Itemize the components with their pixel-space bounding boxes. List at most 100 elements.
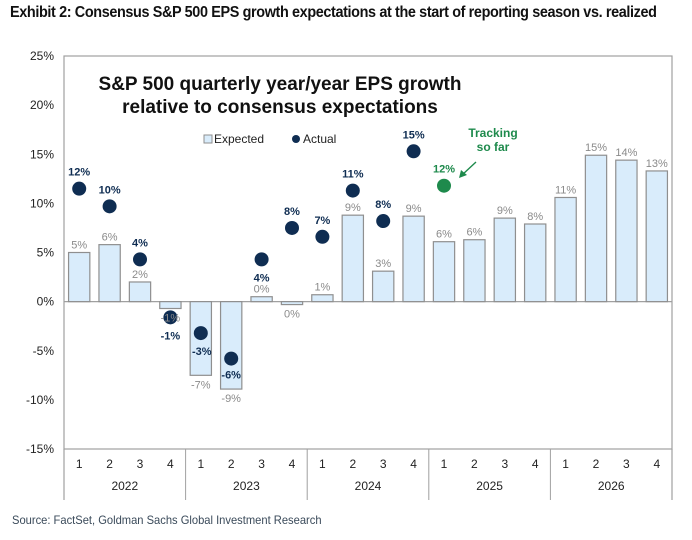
x-tick-year: 2026 bbox=[598, 479, 625, 493]
expected-label: 13% bbox=[646, 158, 668, 170]
expected-bar bbox=[341, 214, 365, 303]
y-tick-label: -10% bbox=[26, 393, 54, 407]
actual-label: 7% bbox=[314, 215, 330, 227]
chart-title-group: S&P 500 quarterly year/year EPS growth r… bbox=[99, 74, 462, 118]
expected-bar bbox=[67, 251, 91, 303]
actual-label: 11% bbox=[342, 169, 364, 181]
expected-label: 2% bbox=[132, 269, 148, 281]
x-tick-quarter: 3 bbox=[623, 457, 630, 471]
actual-dot bbox=[193, 326, 208, 341]
expected-bar bbox=[645, 170, 669, 303]
x-tick-quarter: 1 bbox=[76, 457, 83, 471]
x-tick-quarter: 4 bbox=[532, 457, 539, 471]
plot-frame bbox=[63, 55, 673, 450]
expected-label: 6% bbox=[102, 232, 118, 244]
actual-label: 10% bbox=[99, 184, 121, 196]
x-tick-quarter: 2 bbox=[593, 457, 600, 471]
legend-actual-marker bbox=[292, 135, 300, 143]
x-tick-quarter: 1 bbox=[441, 457, 448, 471]
actual-dot bbox=[102, 199, 117, 214]
expected-bar bbox=[554, 196, 577, 303]
actual-dot bbox=[224, 351, 239, 366]
actual-label: -3% bbox=[192, 346, 212, 358]
x-tick-quarter: 2 bbox=[349, 457, 356, 471]
y-tick-label: 10% bbox=[30, 196, 54, 210]
x-tick-quarter: 4 bbox=[289, 457, 296, 471]
expected-bar bbox=[615, 159, 638, 303]
x-tick-quarter: 1 bbox=[319, 457, 326, 471]
expected-bar bbox=[250, 296, 273, 303]
x-tick-quarter: 3 bbox=[501, 457, 508, 471]
annotation-arrow-head bbox=[459, 170, 467, 178]
expected-label: -9% bbox=[221, 393, 241, 405]
x-tick-quarter: 4 bbox=[410, 457, 417, 471]
expected-label: 15% bbox=[585, 142, 607, 154]
tracking-label: 12% bbox=[433, 164, 455, 176]
expected-label: 11% bbox=[555, 184, 576, 196]
expected-label: 9% bbox=[497, 205, 513, 217]
y-tick-label: 20% bbox=[30, 98, 54, 112]
actual-label: 4% bbox=[132, 237, 148, 249]
x-tick-quarter: 2 bbox=[471, 457, 478, 471]
y-tick-label: -5% bbox=[33, 344, 55, 358]
expected-bar bbox=[432, 241, 456, 303]
expected-bar bbox=[98, 244, 121, 303]
expected-bar bbox=[523, 223, 547, 303]
actual-dots bbox=[72, 144, 451, 366]
expected-label: 1% bbox=[314, 282, 330, 294]
actual-label: 12% bbox=[68, 167, 90, 179]
expected-label: 9% bbox=[345, 202, 361, 214]
annotation-tracking-line-2: so far bbox=[477, 140, 510, 154]
x-tick-quarter: 2 bbox=[106, 457, 113, 471]
expected-label: -1% bbox=[161, 313, 181, 325]
expected-bar bbox=[371, 270, 395, 303]
actual-label: -6% bbox=[221, 370, 241, 382]
x-tick-quarter: 4 bbox=[167, 457, 174, 471]
expected-label: -7% bbox=[191, 379, 211, 391]
tracking-annotation: Tracking so far bbox=[459, 126, 518, 178]
data-labels: 5% 6% 2% -1% -7% -9% 0% 0% 1% 9% 3% 9% 6% 6% 9% 8% 11% 15… bbox=[68, 129, 668, 405]
expected-label: 6% bbox=[466, 227, 482, 239]
exhibit-title: Exhibit 2: Consensus S&P 500 EPS growth … bbox=[10, 4, 657, 21]
actual-label: 15% bbox=[403, 129, 425, 141]
actual-dot bbox=[163, 310, 178, 325]
chart-title-line-1: S&P 500 quarterly year/year EPS growth bbox=[99, 74, 462, 95]
expected-label: 8% bbox=[527, 211, 543, 223]
actual-label: 4% bbox=[254, 272, 270, 284]
expected-bars bbox=[67, 154, 669, 390]
expected-label: 5% bbox=[71, 240, 87, 252]
x-tick-quarter: 1 bbox=[562, 457, 569, 471]
legend-expected-swatch bbox=[203, 134, 213, 144]
expected-label: 9% bbox=[406, 203, 422, 215]
legend-actual-label: Actual bbox=[303, 132, 336, 146]
x-tick-quarter: 1 bbox=[197, 457, 204, 471]
expected-bar bbox=[280, 301, 304, 306]
expected-label: 14% bbox=[615, 147, 637, 159]
actual-dot bbox=[406, 144, 421, 159]
annotation-tracking-line-1: Tracking bbox=[468, 126, 517, 140]
actual-dot bbox=[254, 252, 269, 267]
expected-label: 3% bbox=[375, 258, 391, 270]
y-tick-label: -15% bbox=[26, 442, 54, 456]
actual-dot bbox=[345, 183, 360, 198]
actual-dot bbox=[315, 229, 330, 244]
chart-title-line-2: relative to consensus expectations bbox=[122, 97, 438, 118]
x-tick-quarter: 3 bbox=[380, 457, 387, 471]
expected-bar bbox=[311, 294, 334, 303]
actual-dot bbox=[133, 252, 147, 267]
expected-bar bbox=[159, 301, 182, 310]
expected-bar bbox=[128, 281, 152, 303]
expected-label: 6% bbox=[436, 229, 452, 241]
x-tick-year: 2023 bbox=[233, 479, 260, 493]
source-note: Source: FactSet, Goldman Sachs Global In… bbox=[12, 513, 322, 527]
x-tick-year: 2022 bbox=[111, 479, 138, 493]
y-tick-label: 15% bbox=[30, 147, 54, 161]
x-tick-year: 2025 bbox=[476, 479, 503, 493]
expected-bar bbox=[219, 301, 243, 390]
expected-bar bbox=[463, 239, 486, 303]
x-tick-year: 2024 bbox=[355, 479, 382, 493]
tracking-dot bbox=[437, 178, 451, 193]
actual-dot bbox=[285, 220, 299, 235]
expected-bar bbox=[493, 217, 517, 303]
